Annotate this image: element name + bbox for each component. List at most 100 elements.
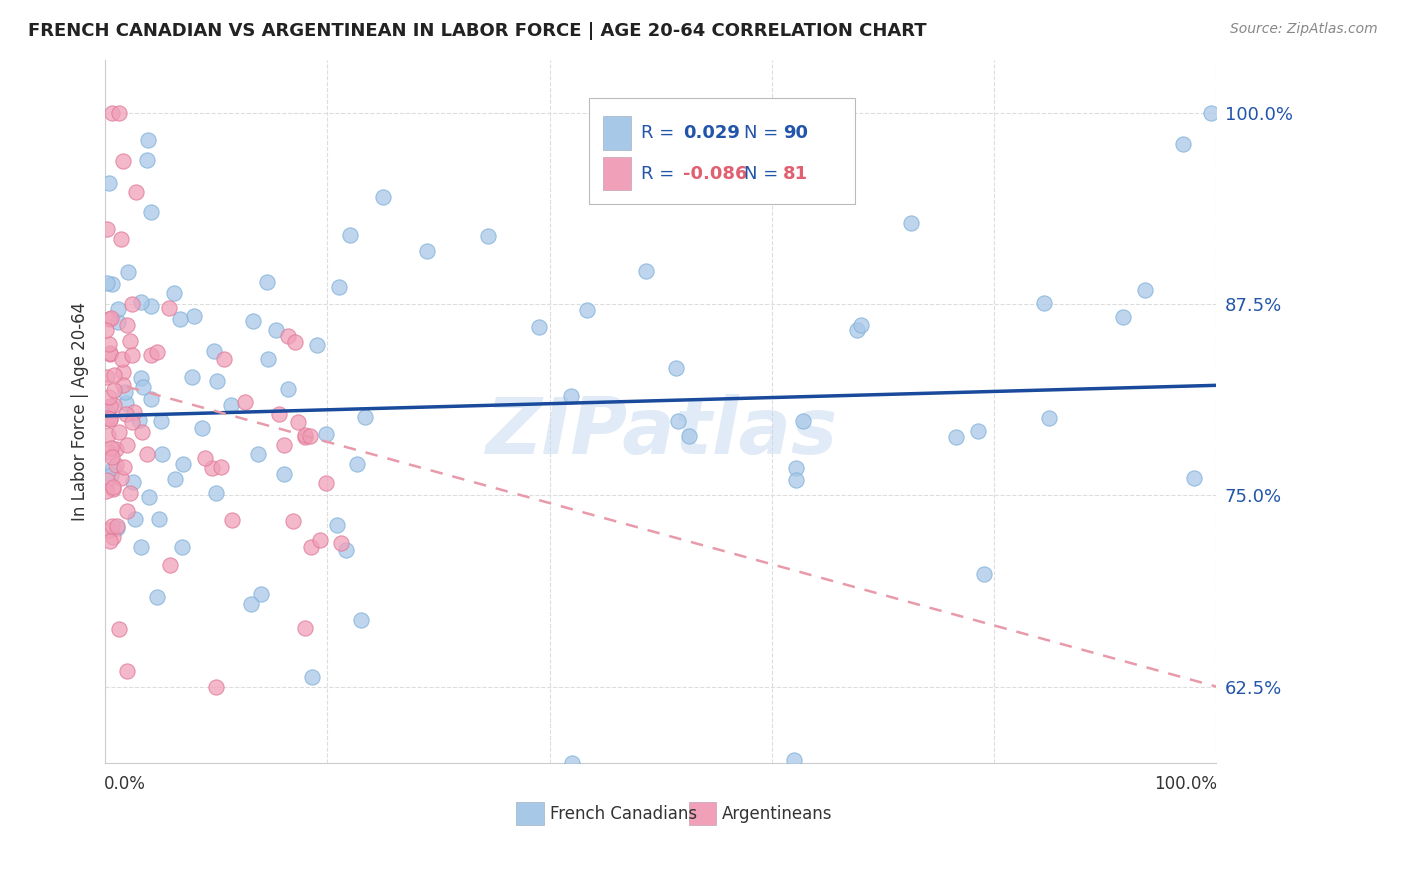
Text: R =: R =	[641, 164, 673, 183]
Text: Argentineans: Argentineans	[721, 805, 832, 822]
Point	[267, 407, 290, 421]
Point	[112, 460, 135, 475]
Point	[283, 514, 305, 528]
Point	[249, 587, 271, 601]
Point	[315, 476, 337, 491]
Point	[129, 541, 152, 555]
Point	[849, 318, 872, 332]
Point	[98, 412, 121, 426]
Point	[121, 296, 143, 310]
Point	[299, 429, 322, 443]
Text: 81: 81	[783, 164, 808, 183]
Point	[96, 483, 118, 498]
Point	[148, 512, 170, 526]
Point	[97, 311, 120, 326]
Point	[101, 530, 124, 544]
Point	[97, 523, 120, 537]
Point	[121, 348, 143, 362]
Point	[264, 323, 287, 337]
Point	[100, 468, 122, 483]
Point	[354, 409, 377, 424]
Text: -0.086: -0.086	[683, 164, 748, 183]
Point	[339, 228, 361, 243]
Point	[371, 190, 394, 204]
Point	[110, 232, 132, 246]
Point	[101, 277, 124, 291]
Point	[221, 513, 243, 527]
Point	[239, 598, 262, 612]
Point	[100, 441, 122, 455]
Point	[136, 133, 159, 147]
Point	[107, 315, 129, 329]
Point	[122, 405, 145, 419]
Point	[103, 383, 125, 397]
Point	[141, 392, 163, 407]
Point	[105, 521, 128, 535]
Point	[346, 458, 368, 472]
Point	[560, 389, 582, 403]
Point	[665, 361, 688, 376]
Point	[101, 519, 124, 533]
Point	[131, 425, 153, 439]
Point	[276, 382, 298, 396]
Point	[233, 395, 256, 409]
Point	[212, 352, 235, 367]
Point	[125, 185, 148, 199]
Point	[105, 518, 128, 533]
Point	[129, 371, 152, 385]
Point	[201, 461, 224, 475]
Point	[96, 404, 118, 418]
Point	[101, 106, 124, 120]
Point	[110, 471, 132, 485]
Point	[103, 398, 125, 412]
Text: R =: R =	[641, 124, 673, 142]
Point	[561, 756, 583, 770]
Point	[350, 613, 373, 627]
Point	[666, 414, 689, 428]
Point	[98, 337, 121, 351]
Point	[973, 566, 995, 581]
Point	[242, 314, 264, 328]
Point	[115, 407, 138, 421]
Point	[209, 459, 232, 474]
Point	[101, 480, 124, 494]
Point	[1135, 283, 1157, 297]
Point	[257, 351, 280, 366]
Point	[315, 427, 337, 442]
Point	[97, 177, 120, 191]
Point	[308, 533, 330, 547]
Point	[107, 302, 129, 317]
Point	[112, 378, 135, 392]
Point	[277, 328, 299, 343]
Point	[191, 421, 214, 435]
FancyBboxPatch shape	[589, 98, 855, 203]
Point	[96, 473, 118, 487]
Point	[945, 430, 967, 444]
Point	[165, 472, 187, 486]
Point	[202, 343, 225, 358]
Point	[159, 558, 181, 573]
Point	[104, 458, 127, 472]
Point	[139, 348, 162, 362]
Point	[103, 368, 125, 382]
Point	[104, 442, 127, 457]
Point	[294, 428, 316, 442]
Point	[118, 486, 141, 500]
Point	[785, 474, 807, 488]
Point	[328, 279, 350, 293]
Point	[120, 334, 142, 349]
Point	[97, 427, 120, 442]
Point	[146, 590, 169, 604]
Point	[115, 395, 138, 409]
Point	[122, 475, 145, 489]
Point	[96, 411, 118, 425]
Point	[576, 303, 599, 318]
Text: 0.0%: 0.0%	[104, 775, 146, 793]
Point	[110, 351, 132, 366]
Point	[98, 444, 121, 458]
Point	[172, 457, 194, 471]
Point	[159, 301, 181, 315]
Point	[112, 365, 135, 379]
Point	[138, 490, 160, 504]
Point	[117, 665, 139, 679]
